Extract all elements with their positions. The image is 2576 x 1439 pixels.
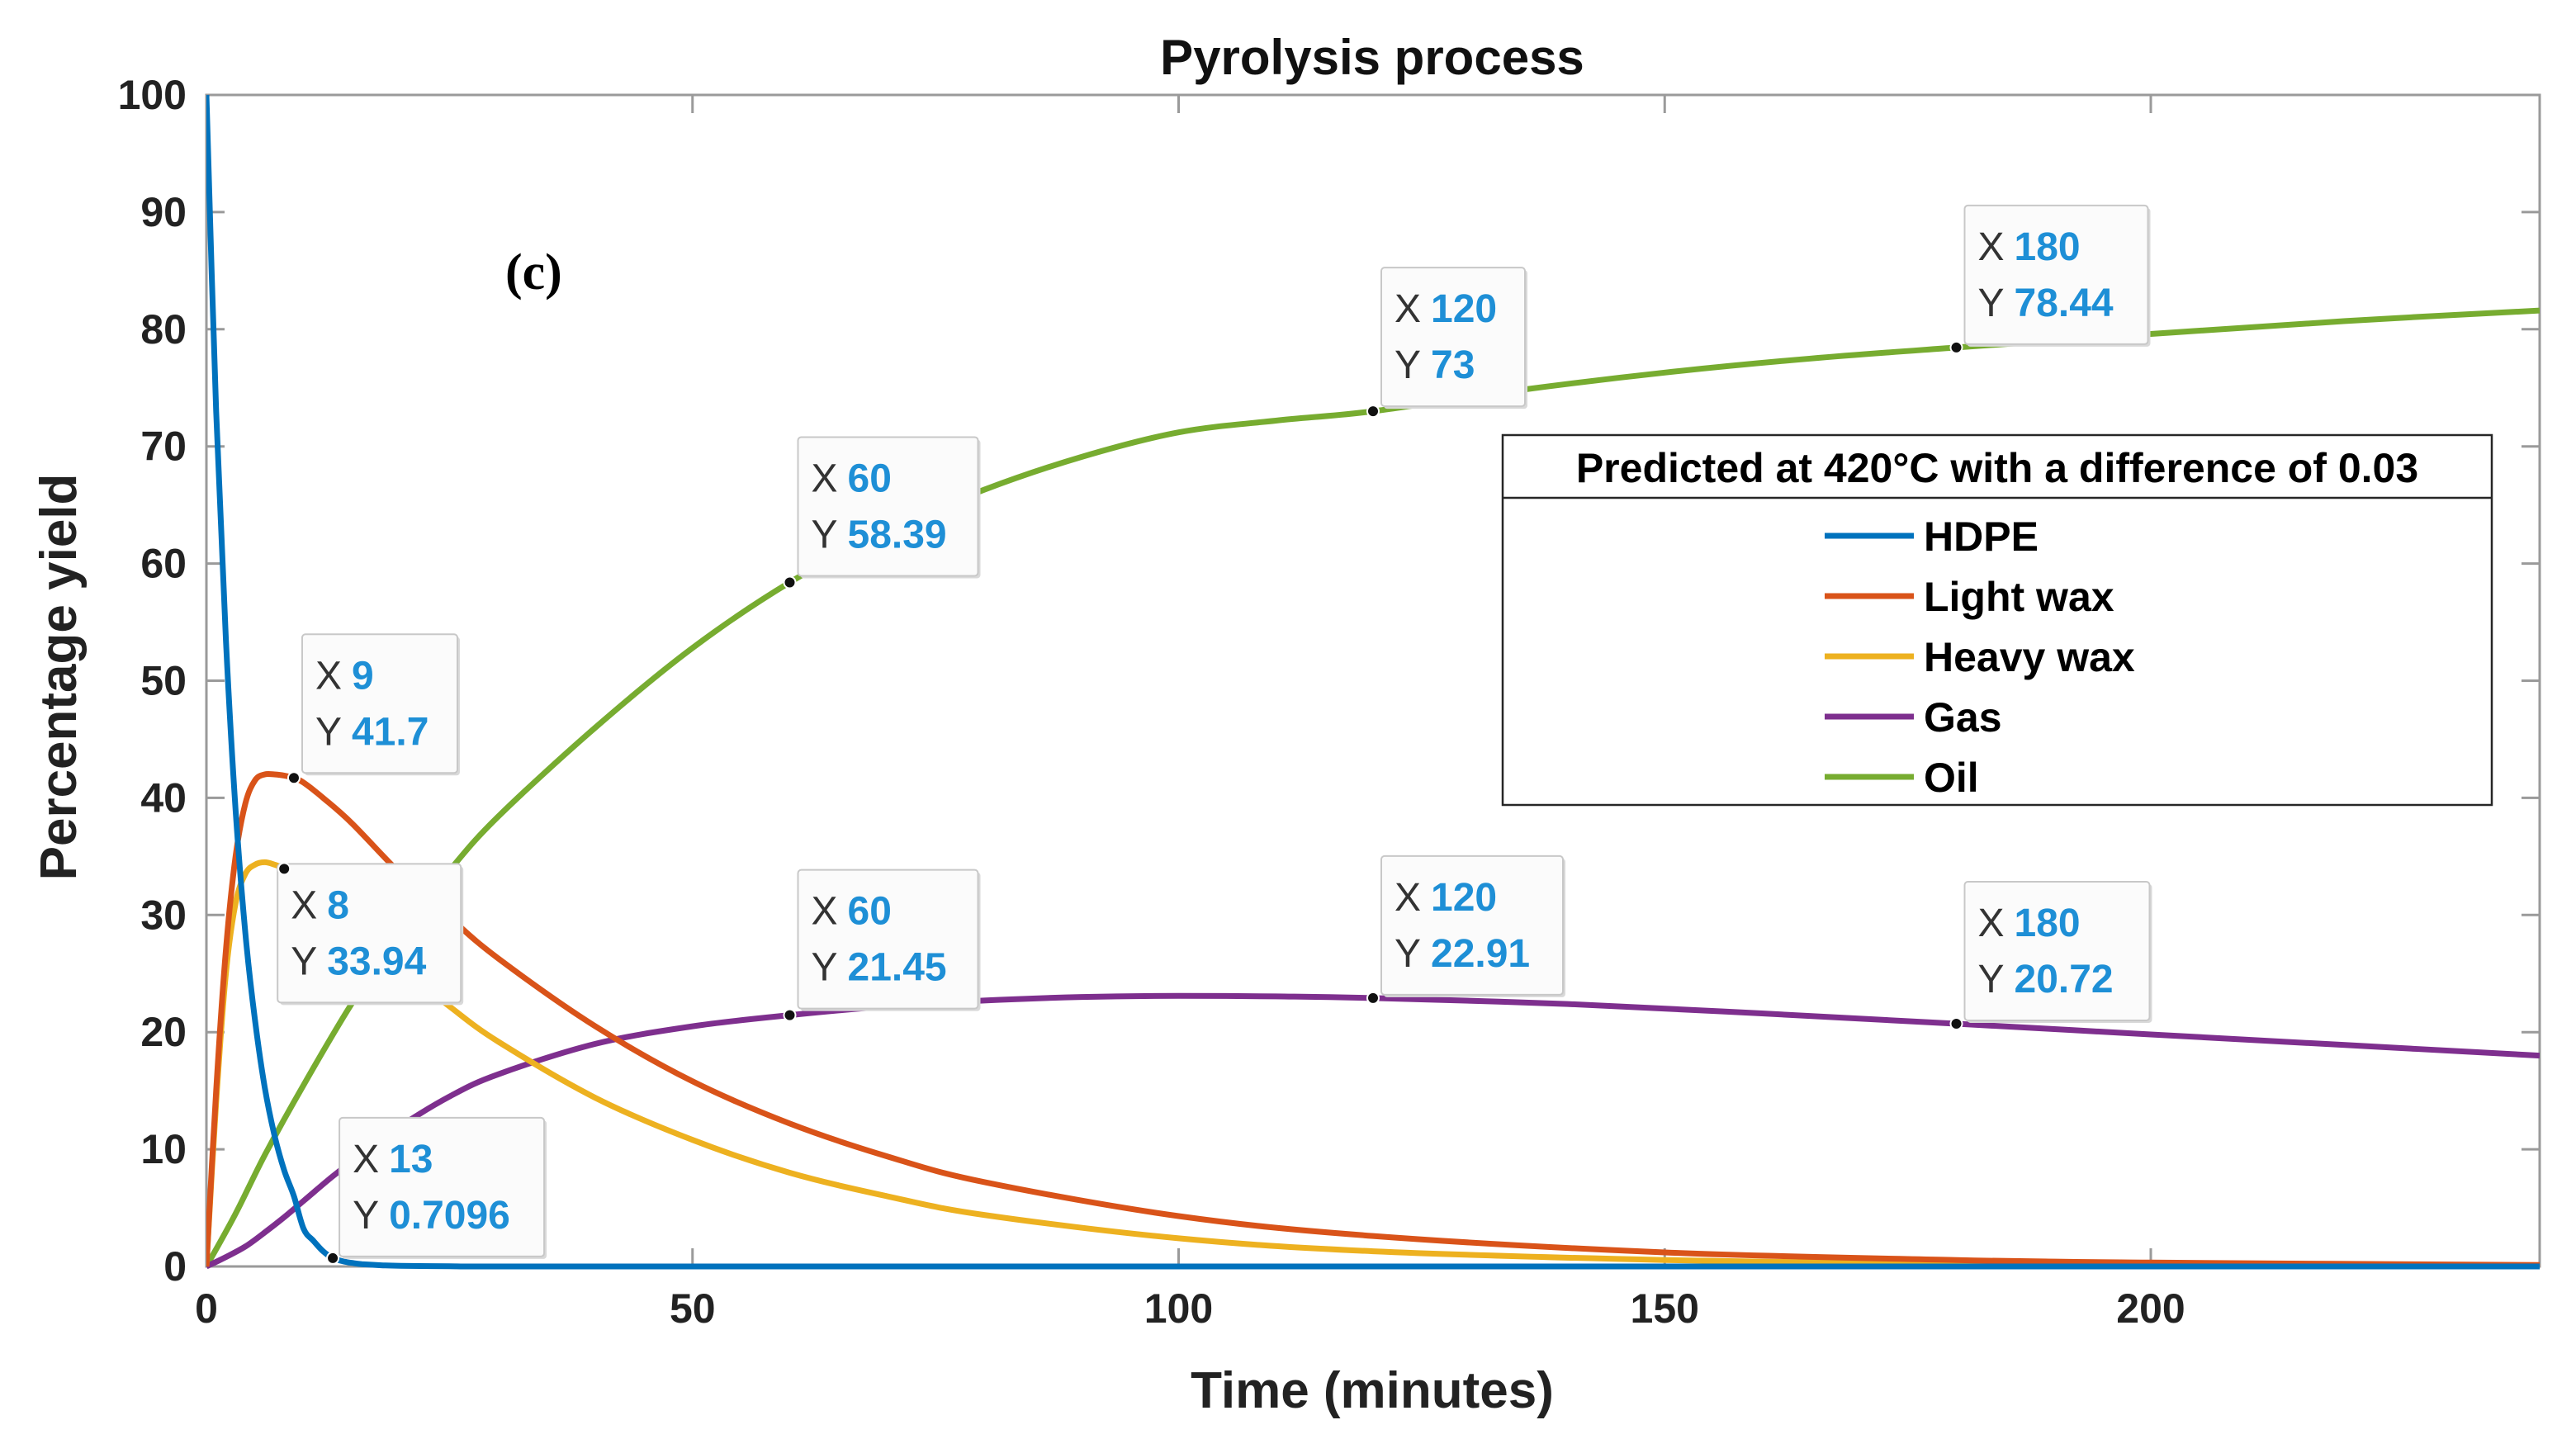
data-tip-x-key: X [812,457,838,500]
data-tip-x-key: X [812,890,838,934]
x-tick-label: 100 [1144,1285,1213,1332]
legend-entry: HDPE [1924,514,2039,560]
data-tip-x-value: 120 [1431,876,1497,920]
data-tip-y-value: 22.91 [1431,932,1530,976]
data-tip-y-value: 21.45 [848,946,947,990]
data-tip-y-value: 20.72 [2015,958,2114,1001]
data-tip-y-key: Y [1395,932,1421,976]
data-tip-y-value: 0.7096 [389,1194,510,1238]
data-tip-box [301,633,458,774]
data-tip-marker [783,1008,797,1022]
data-tip-x-value: 13 [389,1138,433,1181]
data-tip-box [797,436,979,577]
data-tip-y-key: Y [353,1194,379,1238]
data-tip-x-value: 60 [848,457,892,500]
y-tick-label: 20 [140,1009,187,1055]
legend-box [1501,433,2493,807]
data-tip-x-key: X [291,883,317,927]
series-line-heavy-wax [206,859,2540,1270]
y-tick-label: 40 [140,774,187,821]
data-tip-x-key: X [353,1138,379,1181]
legend-entry: Light wax [1924,574,2114,620]
data-tip-marker [783,575,797,589]
legend-entry: Oil [1924,755,1979,801]
data-tip-box [1380,267,1526,408]
x-tick-label: 0 [195,1285,218,1332]
data-tip-y-key: Y [291,940,317,983]
data-tip-x-key: X [1978,902,2005,945]
data-tip-marker [1949,1016,1963,1030]
data-tip-y-value: 41.7 [352,710,429,754]
y-tick-label: 60 [140,541,187,587]
y-tick-label: 90 [140,189,187,235]
panel-label: (c) [505,244,562,301]
y-tick-label: 10 [140,1126,187,1172]
data-tip-x-key: X [1978,225,2005,269]
data-tip-y-value: 58.39 [848,513,947,556]
data-tip-x-value: 120 [1431,287,1497,331]
series-line-hdpe [206,94,2540,1270]
data-tip-x-key: X [315,654,342,698]
data-tip-y-key: Y [315,710,342,754]
data-tip-x-key: X [1395,876,1421,920]
series-line-light-wax [206,770,2540,1268]
y-tick-label: 50 [140,658,187,704]
data-tip-box [339,1116,546,1257]
y-tick-label: 30 [140,892,187,938]
data-tip-box [797,869,979,1010]
data-tip-box [1380,854,1564,996]
legend-entry: Heavy wax [1924,634,2135,680]
y-tick-label: 70 [140,424,187,470]
data-tip-marker [277,862,291,876]
data-tip-x-key: X [1395,287,1421,331]
x-tick-label: 50 [670,1285,716,1332]
data-tip-marker [286,771,301,785]
data-tip-marker [1366,405,1380,419]
data-tip-x-value: 60 [848,890,892,934]
data-tip-y-value: 33.94 [327,940,426,983]
data-tip-y-key: Y [1978,958,2005,1001]
data-tip-y-key: Y [1978,282,2005,325]
legend: Predicted at 420°C with a difference of … [1501,433,2493,807]
x-tick-label: 200 [2116,1285,2185,1332]
data-tip-x-value: 180 [2015,225,2081,269]
data-tip-x-value: 8 [327,883,349,927]
x-axis-title: Time (minutes) [1191,1362,1554,1419]
data-tip-x-value: 180 [2015,902,2081,945]
chart-title: Pyrolysis process [1160,30,1584,85]
data-tip-y-key: Y [812,513,838,556]
data-tip-y-value: 78.44 [2015,282,2114,325]
data-tip-y-key: Y [812,946,838,990]
y-tick-label: 100 [118,72,187,118]
data-tip-marker [1366,991,1380,1005]
x-tick-label: 150 [1631,1285,1699,1332]
y-axis-title: Percentage yield [31,474,88,881]
y-tick-label: 80 [140,306,187,353]
data-tip-box [1963,880,2151,1021]
data-tip-box [277,863,462,1004]
data-tip-box [1963,204,2149,345]
legend-title: Predicted at 420°C with a difference of … [1576,445,2418,491]
data-tip-y-key: Y [1395,343,1421,387]
data-tip-marker [1949,340,1963,354]
y-tick-label: 0 [163,1243,187,1290]
data-tip-x-value: 9 [352,654,374,698]
data-tip-y-value: 73 [1431,343,1475,387]
legend-entry: Gas [1924,694,2002,741]
data-tip-marker [326,1251,340,1265]
